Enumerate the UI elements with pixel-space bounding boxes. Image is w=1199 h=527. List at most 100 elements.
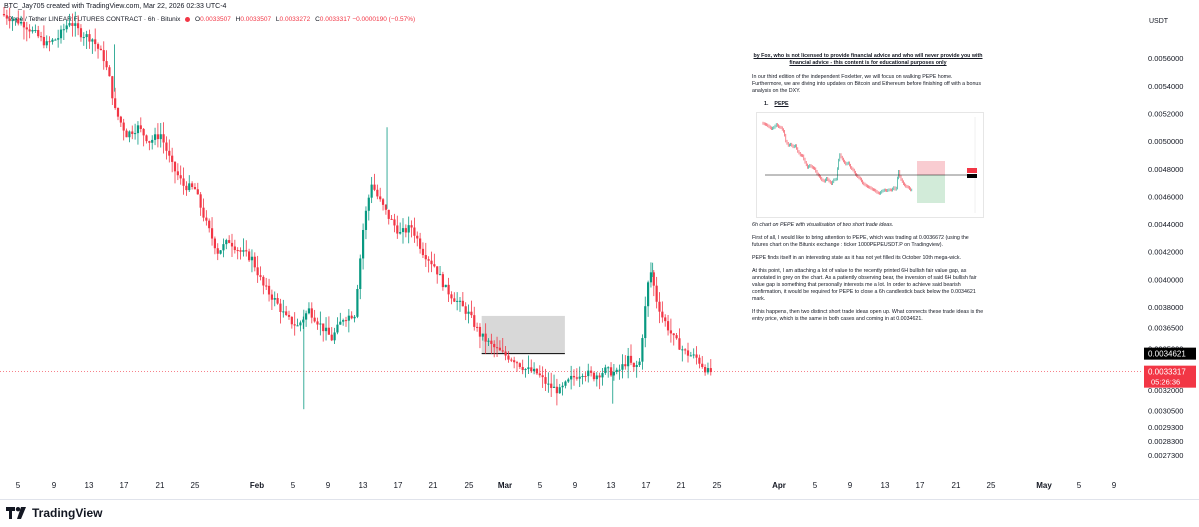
candle-body [598,375,601,378]
candle-body [256,267,259,276]
candle-body [607,367,610,369]
candle-body [704,366,707,373]
candle-body [501,350,504,352]
candle-body [156,134,159,140]
time-tick: 13 [359,481,368,490]
time-tick: 25 [191,481,200,490]
candle-body [131,131,134,135]
candle-body [587,370,590,377]
candle-body [570,375,573,380]
tradingview-logo[interactable]: TradingView [6,505,102,521]
time-tick: 5 [291,481,296,490]
candle-body [68,23,71,26]
candle-body [296,325,299,327]
candle-body [632,362,635,368]
candle-body [652,272,655,286]
candle-body [239,250,242,252]
candle-body [34,30,37,32]
candle-body [364,210,368,230]
candle-body [216,248,219,254]
mini-chart [762,117,977,214]
candle-body [621,364,624,370]
candle-body [128,131,131,138]
candle-body [481,333,484,337]
candle-body [208,220,211,229]
candle-body [413,227,416,236]
candle-body [581,376,584,378]
candle-body [407,225,410,233]
candle-body [384,204,387,210]
candle-body [518,363,521,367]
low-label: L [275,16,280,23]
candle-body [515,362,519,364]
time-tick: 25 [987,481,996,490]
high-value: 0.0033507 [240,16,272,23]
candle-body [470,311,473,316]
candle-body [193,186,197,190]
candle-body [139,125,142,129]
candle-body [638,361,641,366]
time-tick: 13 [85,481,94,490]
candle-body [393,219,396,226]
candle-body [635,365,638,368]
candle-body [641,338,644,362]
candle-body [270,294,273,300]
candle-body [461,300,464,307]
candle-body [666,321,670,331]
time-tick: Mar [498,481,512,490]
candle-body [159,134,162,140]
candle-body [356,288,359,317]
time-tick: 5 [16,481,21,490]
candle-body [681,349,684,351]
candle-body [629,355,633,363]
open-label: O [195,16,201,23]
candle-body [709,368,712,373]
candle-body [330,334,333,341]
candle-body [604,367,607,374]
candle-body [427,259,430,261]
candle-body [253,256,256,268]
candle-body [276,298,279,304]
time-tick: 5 [813,481,818,490]
time-tick: 17 [120,481,129,490]
candle-body [430,260,433,265]
candle-body [390,218,393,220]
candle-body [436,266,439,275]
candle-body [213,238,216,249]
mini-chart-thumbnail [756,112,984,219]
time-tick: 21 [156,481,165,490]
candle-body [11,19,14,22]
candle-body [347,315,350,321]
candle-body [493,343,496,348]
candle-body [85,34,88,38]
price-tick: 0.0042000 [1148,248,1183,257]
candle-body [151,139,154,143]
time-tick: 9 [52,481,57,490]
candle-body [51,39,54,42]
candle-body [487,340,490,342]
candle-body [171,155,174,162]
candle-body [176,171,179,176]
candle-countdown: 05:26:36 [1151,378,1180,387]
time-tick: 9 [573,481,578,490]
candle-body [125,130,128,138]
candle-body [267,285,271,295]
candle-body [333,332,336,341]
candle-body [567,379,570,382]
candle-body [527,367,530,370]
candle-body [344,320,348,322]
analysis-note: by Fox, who is not licensed to provide f… [752,53,984,328]
candle-body [307,308,311,314]
candle-body [116,107,120,117]
time-tick: 9 [1112,481,1117,490]
candle-body [353,316,356,319]
price-chart[interactable]: 0.0056000 0.0054000 0.0052000 0.0050000 0.00… [0,0,1199,499]
symbol-title[interactable]: Pepe / Tether LINEAR FUTURES CONTRACT · … [8,16,181,23]
candle-body [476,326,479,328]
time-tick: 21 [429,481,438,490]
candle-body [601,373,604,378]
candle-body [191,183,194,187]
candle-body [513,360,516,363]
candle-body [134,133,137,135]
time-tick: 13 [607,481,616,490]
